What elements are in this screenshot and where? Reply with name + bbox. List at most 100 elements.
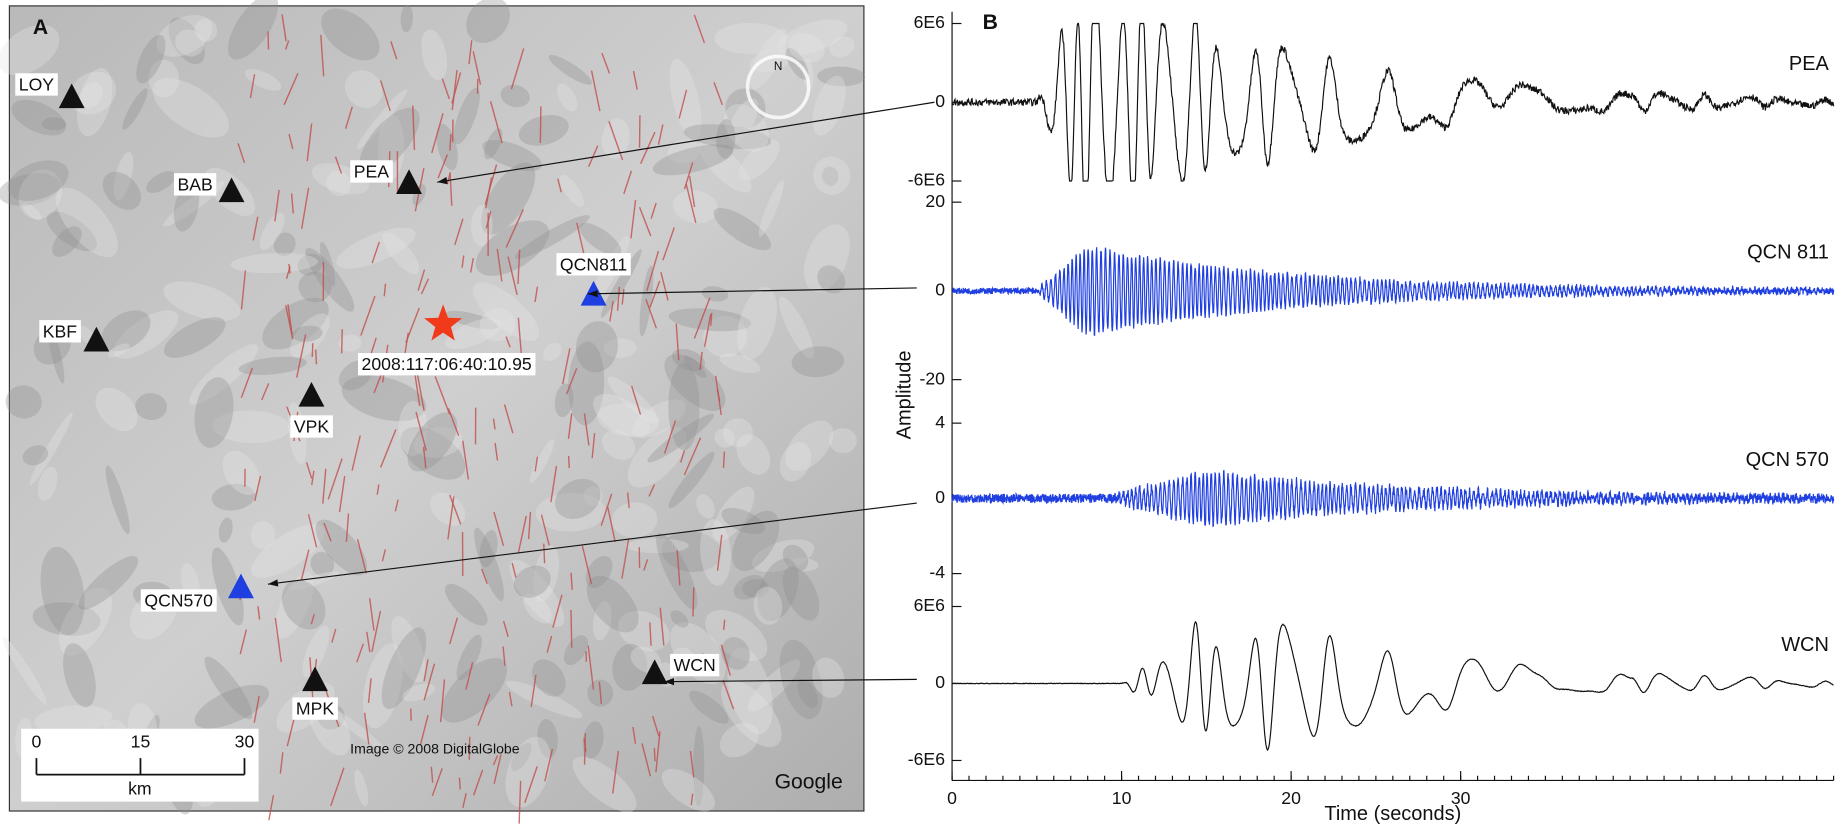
- terrain-shade: [302, 625, 330, 678]
- terrain-shade: [250, 520, 276, 549]
- terrain-shade: [782, 544, 809, 572]
- fault: [657, 124, 664, 145]
- label-box: [15, 73, 58, 96]
- fault: [598, 681, 603, 704]
- fault: [284, 40, 290, 50]
- fault: [310, 614, 315, 625]
- terrain-shade: [656, 533, 698, 610]
- label-box: [140, 589, 217, 612]
- terrain-shade: [297, 253, 323, 276]
- terrain-shade: [668, 362, 700, 451]
- terrain-shade: [46, 211, 97, 252]
- fault: [323, 522, 332, 542]
- terrain-shade: [18, 169, 63, 220]
- fault: [322, 468, 327, 504]
- y-tick-label: -6E6: [908, 749, 945, 769]
- fault: [379, 429, 397, 468]
- terrain-shade: [113, 310, 179, 359]
- y-tick-label: 20: [925, 191, 945, 211]
- fault: [660, 272, 669, 301]
- terrain-shade: [535, 492, 606, 532]
- fault: [390, 41, 398, 60]
- terrain-shade: [63, 643, 96, 708]
- terrain-shade: [777, 19, 848, 56]
- station-label: QCN811: [560, 254, 627, 274]
- label-box: [39, 320, 81, 343]
- fault: [237, 143, 246, 164]
- fault: [340, 329, 343, 354]
- terrain-shade: [537, 718, 558, 758]
- terrain-shade: [736, 434, 771, 475]
- terrain-shade: [41, 117, 67, 131]
- terrain-shade: [532, 659, 566, 697]
- fault: [650, 202, 657, 219]
- fault: [320, 34, 325, 77]
- fault: [505, 208, 524, 248]
- fault: [285, 266, 291, 279]
- arrow-head: [587, 290, 598, 298]
- terrain-shade: [482, 140, 542, 172]
- terrain-shade: [696, 494, 715, 519]
- fault: [534, 456, 539, 472]
- terrain-shade: [275, 572, 314, 639]
- fault: [567, 456, 570, 469]
- fault: [507, 256, 518, 295]
- terrain-shade: [2, 637, 47, 705]
- terrain-shade: [673, 190, 718, 224]
- terrain-shade: [511, 742, 532, 772]
- fault: [371, 610, 382, 652]
- fault: [420, 278, 430, 295]
- terrain-shade: [742, 578, 769, 598]
- fault: [412, 105, 416, 150]
- terrain-shade: [105, 465, 130, 535]
- terrain-shade: [721, 680, 782, 748]
- terrain-shade: [733, 575, 766, 600]
- terrain-shade: [575, 321, 618, 373]
- fault: [583, 738, 587, 752]
- station-label: WCN: [674, 655, 716, 675]
- fault: [638, 206, 652, 237]
- terrain-shade: [739, 139, 780, 181]
- arrow-head: [437, 177, 448, 185]
- terrain-shade: [518, 115, 569, 146]
- y-tick-label: 4: [935, 412, 945, 432]
- fault: [517, 317, 523, 357]
- fault: [423, 659, 429, 682]
- fault: [550, 465, 558, 503]
- fault: [539, 106, 542, 143]
- terrain-shade: [689, 690, 729, 724]
- terrain-shade: [222, 450, 261, 496]
- fault-lines: [0, 0, 866, 824]
- station-marker: [396, 169, 422, 194]
- terrain-shade: [230, 252, 319, 274]
- terrain-shade: [671, 348, 706, 371]
- fault: [305, 462, 313, 479]
- station-label: QCN570: [144, 590, 213, 610]
- terrain-shade: [543, 342, 562, 361]
- fault: [458, 777, 461, 790]
- label-box: [290, 415, 333, 438]
- arrows: [267, 101, 935, 686]
- terrain-shade: [723, 418, 753, 448]
- terrain-shade: [441, 657, 508, 723]
- fault: [480, 568, 488, 584]
- terrain-shade: [721, 637, 750, 670]
- terrain-shade: [5, 385, 42, 419]
- terrain-shade: [7, 160, 69, 201]
- fault: [502, 620, 509, 637]
- x-tick-label: 20: [1281, 788, 1301, 808]
- terrain-shade: [785, 420, 834, 472]
- fault: [679, 450, 686, 463]
- terrain-shade: [359, 107, 420, 175]
- terrain-shade: [652, 144, 734, 176]
- fault: [703, 314, 712, 347]
- terrain-shade: [683, 355, 707, 378]
- y-tick-label: 0: [935, 672, 945, 692]
- terrain-shade: [758, 180, 784, 238]
- terrain-shade: [445, 310, 498, 330]
- panel-label: A: [33, 16, 48, 39]
- fault: [254, 475, 262, 502]
- scale-tick-label: 0: [32, 732, 42, 752]
- fault: [307, 514, 318, 548]
- terrain-shade: [194, 18, 218, 42]
